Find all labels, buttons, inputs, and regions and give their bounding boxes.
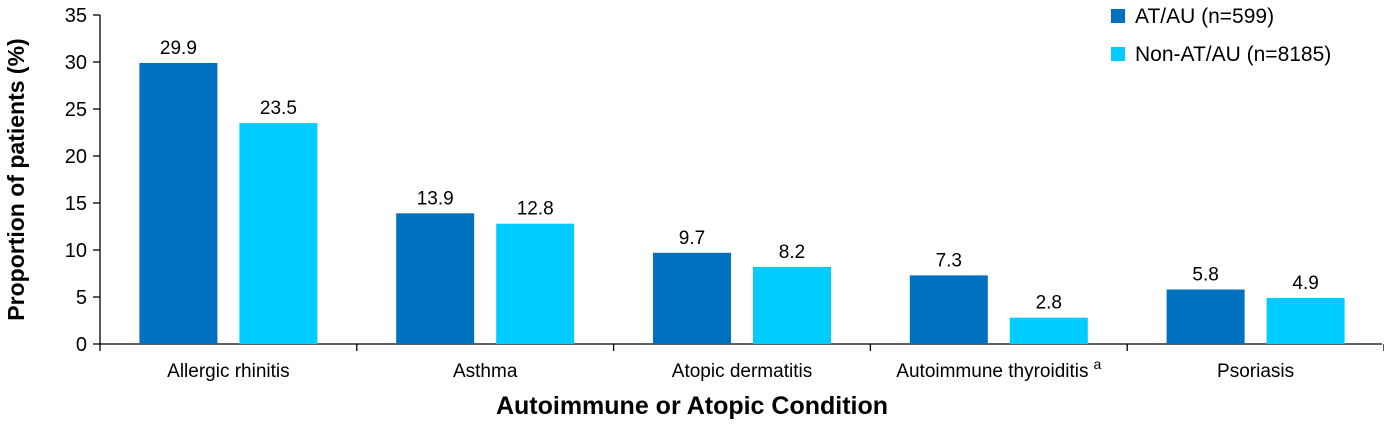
bars — [139, 62, 1345, 344]
category-label: Allergic rhinitis — [167, 361, 289, 382]
bar-value-label: 7.3 — [936, 250, 962, 271]
bar-value-label: 29.9 — [160, 38, 197, 59]
legend-swatch — [1111, 9, 1125, 23]
bar — [496, 223, 575, 344]
bar — [239, 123, 318, 344]
bar-value-label: 2.8 — [1036, 293, 1062, 314]
y-tick-label: 15 — [65, 193, 87, 215]
y-tick-label: 30 — [65, 52, 87, 74]
bar — [909, 275, 988, 344]
bar-value-label: 5.8 — [1192, 264, 1218, 285]
bar — [396, 213, 475, 344]
bar — [139, 62, 218, 344]
y-tick-label: 25 — [65, 99, 87, 121]
x-ticks — [99, 344, 1384, 351]
y-tick-label: 10 — [65, 240, 87, 262]
bar-value-label: 13.9 — [417, 188, 454, 209]
bar-value-label: 8.2 — [779, 242, 805, 263]
bar — [653, 252, 731, 344]
bar — [1009, 317, 1088, 344]
y-tick-label: 5 — [76, 287, 87, 309]
bar-value-label: 12.8 — [517, 199, 554, 220]
bar — [1166, 289, 1245, 344]
category-label: Asthma — [453, 361, 518, 382]
bar-value-label: 4.9 — [1292, 273, 1318, 294]
bar-value-label: 23.5 — [260, 98, 297, 119]
category-label: Psoriasis — [1217, 361, 1294, 382]
y-tick-label: 35 — [65, 5, 87, 27]
footnote-superscript: a — [1094, 356, 1102, 372]
y-tick-label: 20 — [65, 146, 87, 168]
legend: AT/AU (n=599) Non-AT/AU (n=8185) — [1111, 5, 1331, 66]
y-ticks: 0 5 10 15 20 25 30 35 — [65, 5, 100, 356]
category-labels: Allergic rhinitis Asthma Atopic dermatitis… — [167, 356, 1294, 382]
legend-label: Non-AT/AU (n=8185) — [1135, 43, 1331, 66]
y-tick-label: 0 — [76, 334, 87, 356]
y-axis-title: Proportion of patients (%) — [3, 38, 29, 320]
bar — [1266, 297, 1345, 344]
bar — [753, 266, 831, 344]
legend-label: AT/AU (n=599) — [1135, 5, 1274, 28]
legend-swatch — [1111, 47, 1125, 61]
value-labels: 29.9 23.5 13.9 12.8 9.7 8.2 7.3 2.8 5.8 4.9 — [160, 38, 1319, 314]
x-axis-title: Autoimmune or Atopic Condition — [496, 392, 888, 420]
bar-value-label: 9.7 — [679, 228, 705, 249]
category-label: Atopic dermatitis — [672, 361, 812, 382]
category-label: Autoimmune thyroiditis a — [896, 356, 1101, 382]
